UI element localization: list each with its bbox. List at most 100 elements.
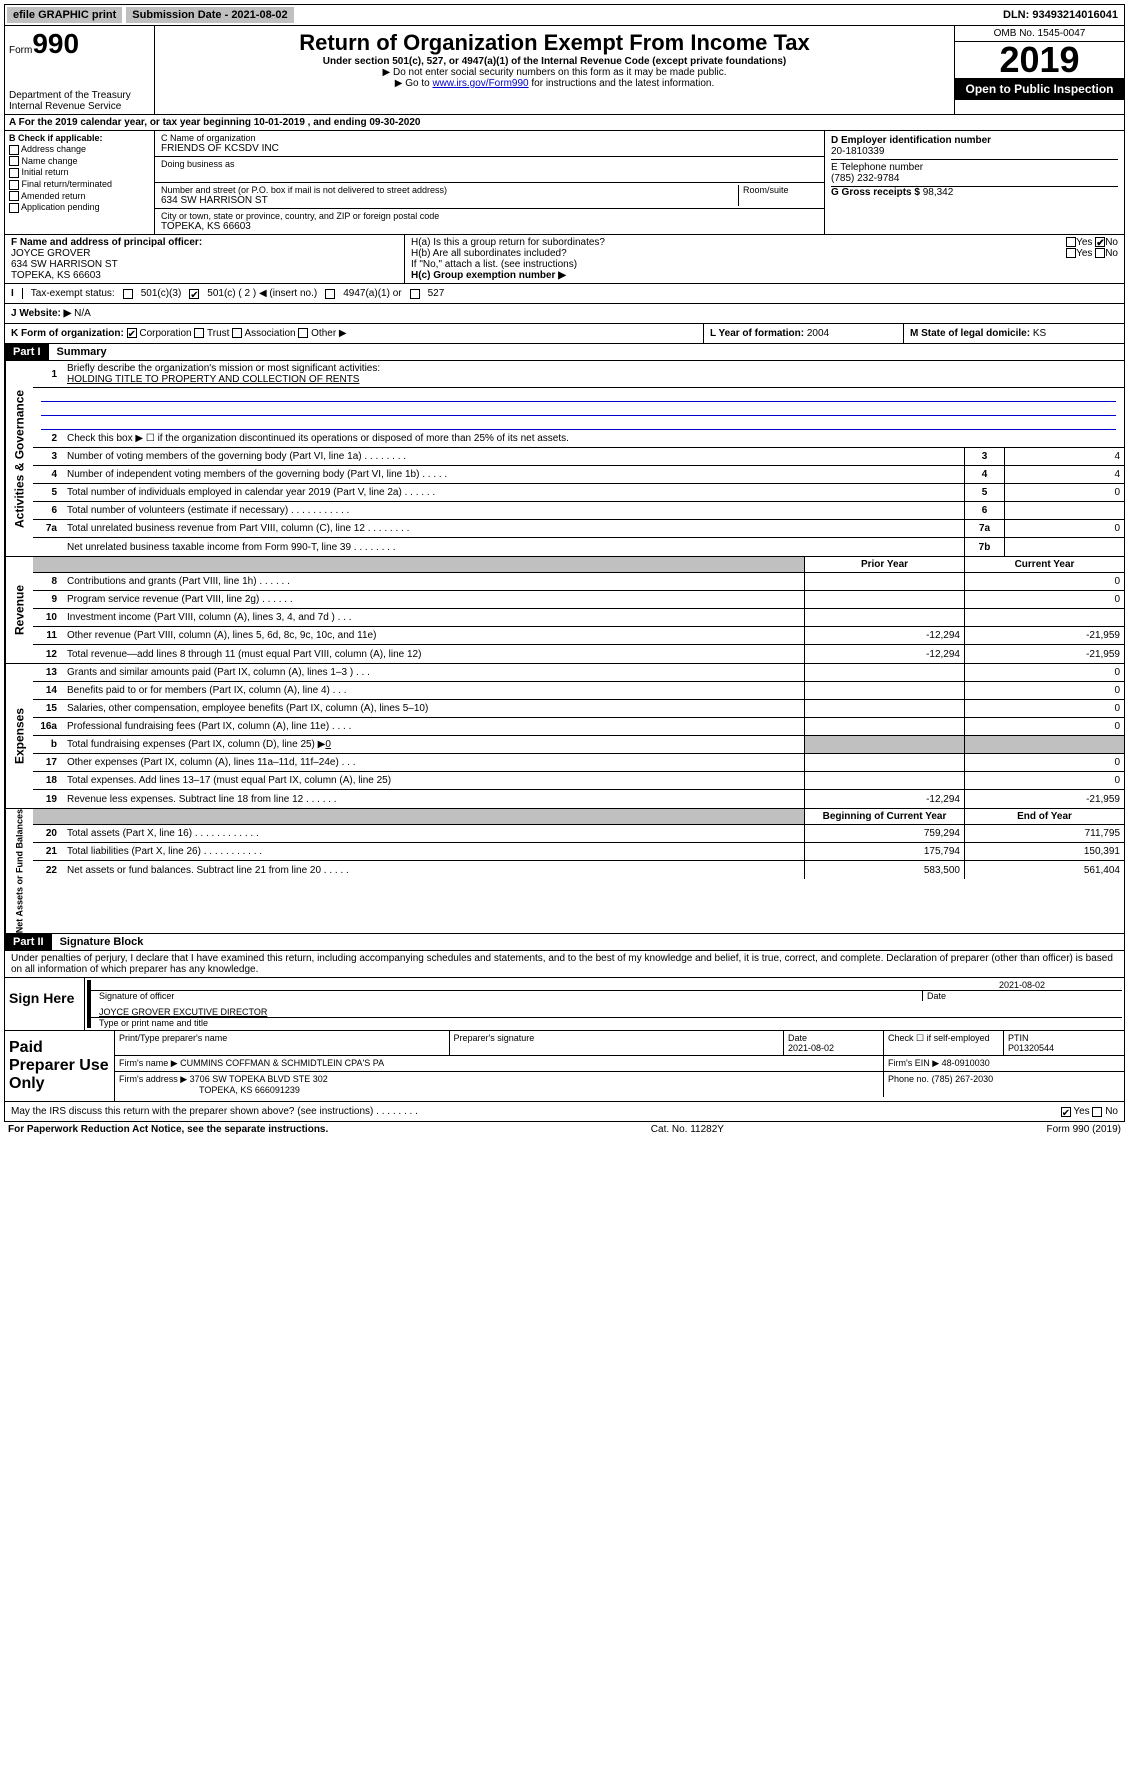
l2-text: Check this box ▶ ☐ if the organization d…: [63, 431, 1124, 446]
goto-note: ▶ Go to www.irs.gov/Form990 for instruct…: [159, 78, 950, 89]
hc-text: H(c) Group exemption number ▶: [411, 270, 1118, 281]
form-subtitle: Under section 501(c), 527, or 4947(a)(1)…: [159, 56, 950, 67]
cb-501c3[interactable]: [123, 289, 133, 299]
cb-initial[interactable]: [9, 168, 19, 178]
officer-name-title: JOYCE GROVER EXCUTIVE DIRECTOR: [99, 1007, 267, 1017]
cb-ha-no[interactable]: ✔: [1095, 237, 1105, 247]
cb-trust[interactable]: [194, 328, 204, 338]
l10-curr: [964, 609, 1124, 626]
cb-527[interactable]: [410, 289, 420, 299]
form-title: Return of Organization Exempt From Incom…: [159, 30, 950, 56]
irs-label: Internal Revenue Service: [9, 101, 150, 112]
form-container: efile GRAPHIC print Submission Date - 20…: [0, 0, 1129, 1141]
box-b-header: B Check if applicable:: [9, 133, 150, 143]
lbl-app: Application pending: [21, 202, 100, 212]
l16a-text: Professional fundraising fees (Part IX, …: [63, 718, 804, 735]
cb-address-change[interactable]: [9, 145, 19, 155]
ptin-val: P01320544: [1008, 1043, 1120, 1053]
l21-text: Total liabilities (Part X, line 26) . . …: [63, 843, 804, 860]
l3-val: 4: [1004, 448, 1124, 465]
revenue-label: Revenue: [5, 557, 33, 663]
l14-prior: [804, 682, 964, 699]
l4-text: Number of independent voting members of …: [63, 467, 964, 482]
cb-other[interactable]: [298, 328, 308, 338]
cb-discuss-yes[interactable]: ✔: [1061, 1107, 1071, 1117]
l16a-curr: 0: [964, 718, 1124, 735]
l22-text: Net assets or fund balances. Subtract li…: [63, 861, 804, 879]
l8-text: Contributions and grants (Part VIII, lin…: [63, 573, 804, 590]
l7b-val: [1004, 538, 1124, 556]
mission-blank-1: [41, 388, 1116, 402]
l15-text: Salaries, other compensation, employee b…: [63, 700, 804, 717]
form-header: Form990 Department of the Treasury Inter…: [4, 26, 1125, 115]
expenses-label: Expenses: [5, 664, 33, 808]
l22-end: 561,404: [964, 861, 1124, 879]
org-name: FRIENDS OF KCSDV INC: [161, 143, 818, 154]
l22-begin: 583,500: [804, 861, 964, 879]
ha-no: No: [1105, 237, 1118, 248]
l13-prior: [804, 664, 964, 681]
efile-print-button[interactable]: efile GRAPHIC print: [7, 7, 122, 23]
period-text: For the 2019 calendar year, or tax year …: [19, 117, 421, 128]
lbl-527: 527: [428, 288, 445, 299]
dba-lbl: Doing business as: [161, 159, 818, 169]
cb-corp[interactable]: ✔: [127, 328, 137, 338]
website-lbl: J Website: ▶: [11, 308, 71, 319]
cb-name-change[interactable]: [9, 156, 19, 166]
l20-begin: 759,294: [804, 825, 964, 842]
cb-ha-yes[interactable]: [1066, 237, 1076, 247]
lbl-amended: Amended return: [21, 191, 86, 201]
tax-year: 2019: [955, 42, 1124, 78]
cb-discuss-no[interactable]: [1092, 1107, 1102, 1117]
l9-prior: [804, 591, 964, 608]
box-c: C Name of organizationFRIENDS OF KCSDV I…: [155, 131, 824, 234]
header-center: Return of Organization Exempt From Incom…: [155, 26, 954, 114]
l17-prior: [804, 754, 964, 771]
cb-501c[interactable]: ✔: [189, 289, 199, 299]
cb-amended[interactable]: [9, 191, 19, 201]
box-deg: D Employer identification number20-18103…: [824, 131, 1124, 234]
tax-status-lbl: Tax-exempt status:: [31, 288, 115, 299]
box-f: F Name and address of principal officer:…: [5, 235, 405, 283]
l11-prior: -12,294: [804, 627, 964, 644]
net-assets-label: Net Assets or Fund Balances: [5, 809, 33, 933]
website-row: J Website: ▶ N/A: [4, 304, 1125, 324]
l-lbl: L Year of formation:: [710, 328, 804, 339]
lbl-4947: 4947(a)(1) or: [343, 288, 401, 299]
cb-hb-yes[interactable]: [1066, 248, 1076, 258]
sign-here-lbl: Sign Here: [5, 978, 85, 1030]
phone-lbl: E Telephone number: [831, 162, 1118, 173]
lbl-initial: Initial return: [22, 167, 69, 177]
form-prefix: Form: [9, 45, 32, 56]
l6-text: Total number of volunteers (estimate if …: [63, 503, 964, 518]
l16b-text: Total fundraising expenses (Part IX, col…: [67, 739, 325, 750]
hb-text: H(b) Are all subordinates included?: [411, 248, 567, 259]
mission-text: HOLDING TITLE TO PROPERTY AND COLLECTION…: [67, 374, 359, 385]
discuss-no: No: [1105, 1106, 1118, 1117]
l7a-val: 0: [1004, 520, 1124, 537]
cb-final[interactable]: [9, 180, 19, 190]
pt-name-lbl: Print/Type preparer's name: [115, 1031, 450, 1055]
lbl-final: Final return/terminated: [22, 179, 113, 189]
box-k: K Form of organization: ✔ Corporation Tr…: [5, 324, 704, 343]
footer: For Paperwork Reduction Act Notice, see …: [4, 1122, 1125, 1137]
l15-curr: 0: [964, 700, 1124, 717]
form-number: 990: [32, 28, 79, 59]
lbl-name-change: Name change: [22, 156, 78, 166]
l13-text: Grants and similar amounts paid (Part IX…: [63, 664, 804, 681]
lbl-corp: Corporation: [139, 328, 191, 339]
l21-begin: 175,794: [804, 843, 964, 860]
discuss-yes: Yes: [1073, 1106, 1089, 1117]
prior-year-hdr: Prior Year: [804, 557, 964, 572]
cb-4947[interactable]: [325, 289, 335, 299]
gross-value: 98,342: [923, 187, 954, 198]
irs-link[interactable]: www.irs.gov/Form990: [432, 78, 528, 89]
l18-curr: 0: [964, 772, 1124, 789]
cb-app-pending[interactable]: [9, 203, 19, 213]
sig-date-lbl: Date: [922, 991, 1122, 1001]
perjury-text: Under penalties of perjury, I declare th…: [4, 951, 1125, 978]
cb-assoc[interactable]: [232, 328, 242, 338]
current-year-hdr: Current Year: [964, 557, 1124, 572]
header-right: OMB No. 1545-0047 2019 Open to Public In…: [954, 26, 1124, 114]
cb-hb-no[interactable]: [1095, 248, 1105, 258]
